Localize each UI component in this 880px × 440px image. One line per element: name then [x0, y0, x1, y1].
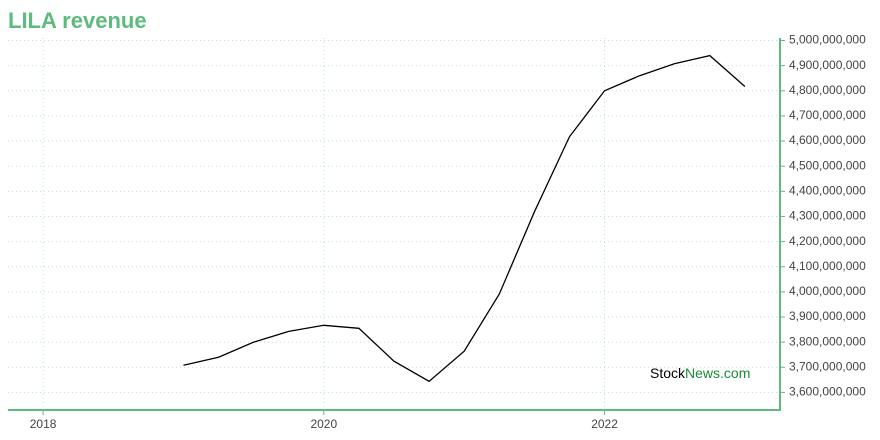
watermark: StockNews.com — [650, 365, 750, 381]
y-tick-label: 4,600,000,000 — [789, 133, 866, 147]
line — [183, 54, 746, 383]
y-tick-label: 4,400,000,000 — [789, 183, 866, 197]
x-tick-label: 2020 — [310, 417, 337, 431]
y-tick-label: 4,000,000,000 — [789, 284, 866, 298]
y-tick-label: 3,600,000,000 — [789, 385, 866, 399]
y-tick-label: 4,300,000,000 — [789, 209, 866, 223]
y-tick-label: 3,700,000,000 — [789, 359, 866, 373]
y-tick-label: 3,900,000,000 — [789, 309, 866, 323]
y-tick-label: 5,000,000,000 — [789, 33, 866, 47]
y-tick-label: 4,900,000,000 — [789, 58, 866, 72]
watermark-part: Stock — [650, 365, 686, 381]
y-tick-label: 4,500,000,000 — [789, 158, 866, 172]
y-tick-label: 4,100,000,000 — [789, 259, 866, 273]
chart-title: LILA revenue — [8, 8, 147, 33]
y-tick-label: 4,200,000,000 — [789, 234, 866, 248]
y-tick-label: 4,700,000,000 — [789, 108, 866, 122]
x-tick-label: 2022 — [591, 417, 618, 431]
y-tick-label: 3,800,000,000 — [789, 334, 866, 348]
y-tick-label: 4,800,000,000 — [789, 83, 866, 97]
watermark-part: News — [685, 365, 720, 381]
x-tick-label: 2018 — [30, 417, 57, 431]
watermark-part: .com — [720, 365, 750, 381]
